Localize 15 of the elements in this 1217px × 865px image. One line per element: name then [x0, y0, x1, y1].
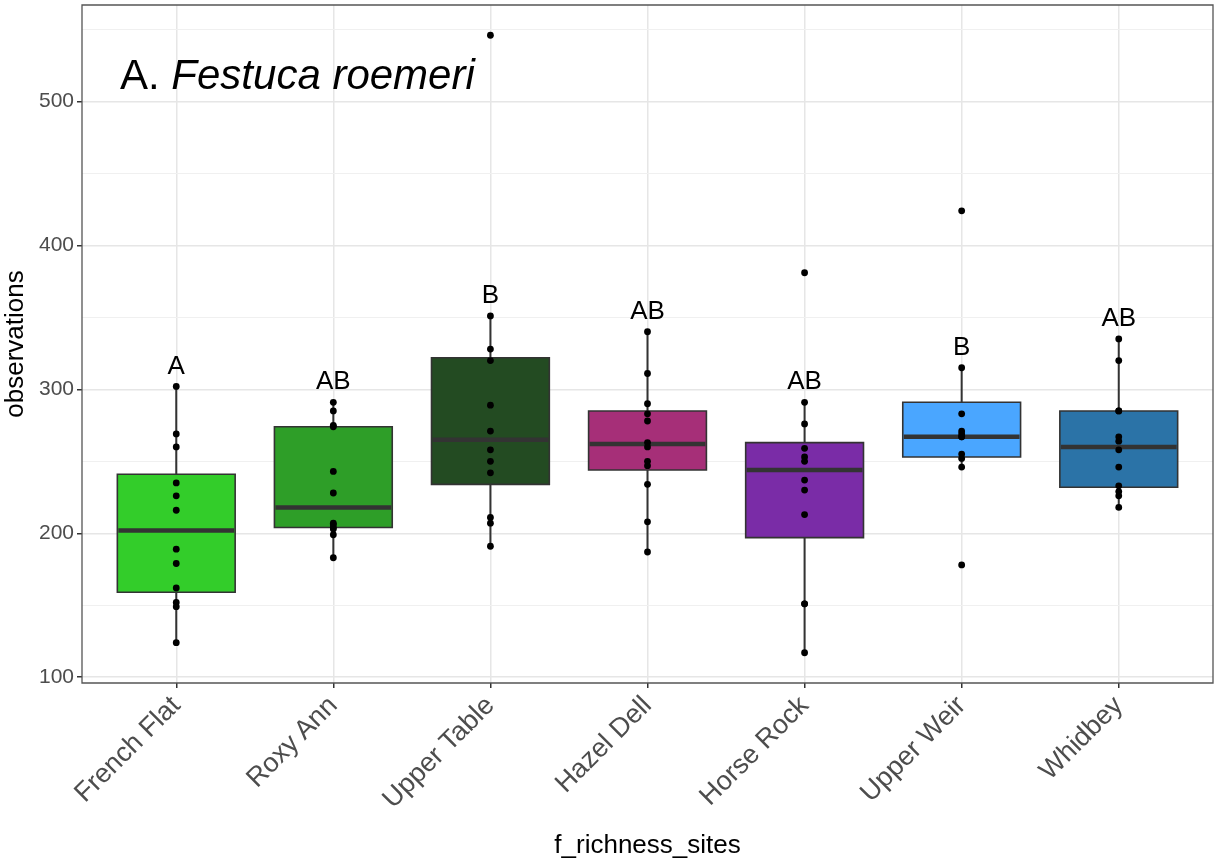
annotation: AB: [1101, 302, 1137, 333]
text: A. Festuca roemeri: [120, 51, 477, 98]
y-axis-title: observations: [0, 270, 29, 418]
x-axis-title: f_richness_sites: [554, 828, 741, 859]
annotation: AB: [630, 294, 665, 325]
annotation: AB: [787, 365, 822, 396]
annotation: B: [952, 330, 971, 361]
annotation: AB: [315, 365, 351, 396]
y-tick-label: 300: [38, 376, 74, 400]
y-tick-label: 500: [38, 88, 74, 112]
y-tick-label: 100: [38, 664, 74, 688]
annotation: B: [481, 279, 500, 310]
annotation: A: [167, 349, 186, 380]
y-tick-label: 200: [38, 520, 74, 544]
y-tick-label: 400: [38, 232, 74, 256]
